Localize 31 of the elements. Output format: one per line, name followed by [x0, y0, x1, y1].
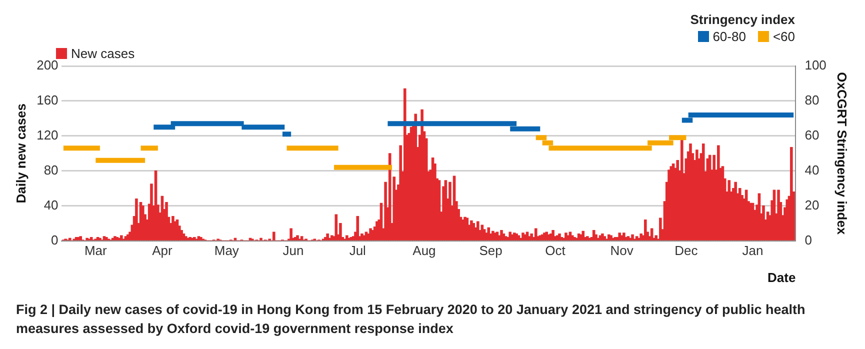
y2-tick-label: 80: [804, 92, 820, 108]
legend-label: New cases: [71, 46, 135, 61]
y-tick-label: 80: [44, 162, 58, 178]
x-tick-label: Oct: [545, 243, 566, 258]
y2-tick-label: 0: [804, 232, 812, 248]
y2-tick-label: 60: [804, 128, 820, 142]
y-axis-title: Daily new cases: [13, 104, 28, 204]
y2-axis-title: OxCGRT Stringency index: [834, 72, 850, 236]
x-tick-label: Jul: [349, 243, 366, 258]
caption: Fig 2 | Daily new cases of covid-19 in Hong Kong from 15 February 2020 to 20 January 2021 and stringency of public health measures assessed by Oxford covid-19 government response index: [15, 301, 806, 338]
legend-title: Stringency index: [689, 12, 795, 27]
y-tick-label: 200: [36, 58, 58, 73]
x-tick-label: Nov: [610, 243, 634, 258]
legend-label: 60-80: [712, 29, 746, 44]
x-tick-label: May: [214, 243, 240, 258]
y-tick-label: 160: [36, 92, 58, 108]
x-tick-label: Sep: [479, 243, 502, 258]
x-tick-label: Mar: [84, 243, 108, 258]
y2-tick-label: 20: [804, 197, 820, 212]
x-tick-label: Apr: [152, 243, 174, 258]
y-tick-label: 120: [36, 128, 58, 142]
x-tick-label: Jan: [742, 243, 764, 258]
legend-label: <60: [772, 29, 795, 44]
x-tick-label: Aug: [412, 243, 436, 258]
x-tick-label: Jun: [282, 243, 304, 258]
x-axis-title: Date: [768, 270, 796, 285]
y-tick-label: 0: [51, 232, 58, 248]
x-tick-label: Dec: [674, 243, 698, 258]
y-tick-label: 40: [44, 197, 58, 212]
y2-tick-label: 40: [804, 162, 820, 178]
y2-tick-label: 100: [804, 58, 826, 73]
